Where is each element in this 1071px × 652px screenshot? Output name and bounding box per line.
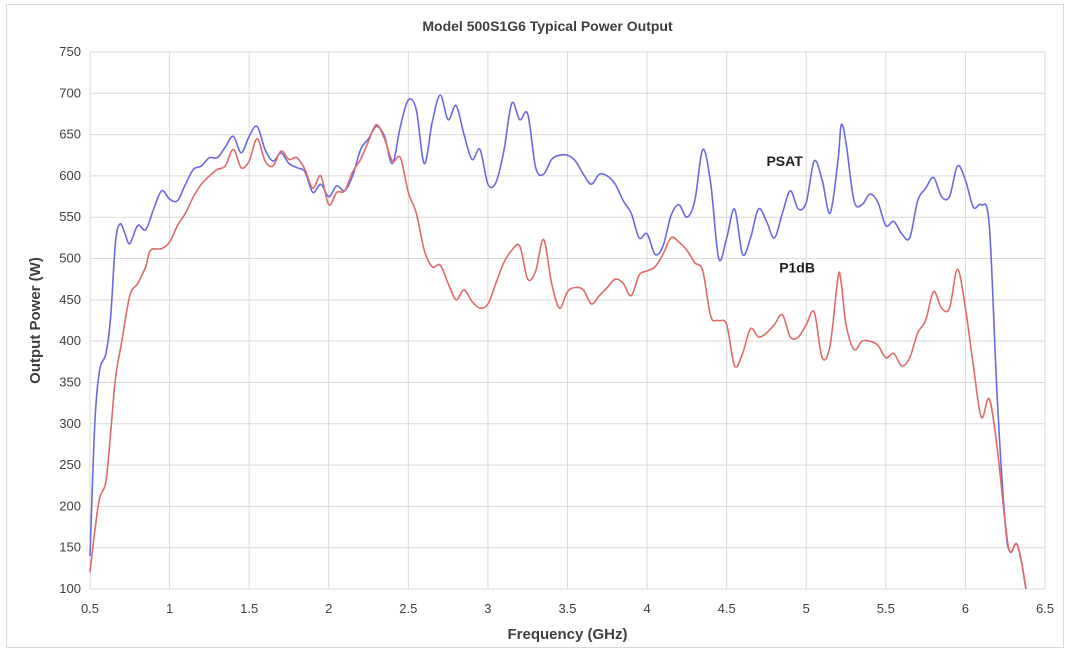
x-tick-label: 0.5 <box>81 601 99 616</box>
x-tick-label: 6 <box>962 601 969 616</box>
y-tick-label: 350 <box>59 374 81 389</box>
x-tick-label: 3.5 <box>558 601 576 616</box>
series-line-p1db <box>89 123 1027 590</box>
y-tick-label: 450 <box>59 292 81 307</box>
x-tick-label: 6.5 <box>1036 601 1054 616</box>
chart-frame: 100 150 200 250 300 350 400 450 500 550 600 650 700 7… <box>6 4 1064 648</box>
y-tick-label: 600 <box>59 168 81 183</box>
y-tick-label: 700 <box>59 85 81 100</box>
series-label-psat: PSAT <box>766 153 803 169</box>
y-tick-label: 500 <box>59 251 81 266</box>
x-tick-label: 5 <box>803 601 810 616</box>
x-tick-label: 1.5 <box>240 601 258 616</box>
axis-ticks: 100 150 200 250 300 350 400 450 500 550 600 650 700 7… <box>59 44 1054 616</box>
x-tick-label: 5.5 <box>877 601 895 616</box>
y-axis-title: Output Power (W) <box>27 257 44 384</box>
x-tick-label: 2.5 <box>399 601 417 616</box>
x-tick-label: 1 <box>166 601 173 616</box>
x-tick-label: 4.5 <box>718 601 736 616</box>
x-tick-label: 2 <box>325 601 332 616</box>
y-tick-label: 650 <box>59 127 81 142</box>
series-annotations: PSAT P1dB <box>766 153 815 276</box>
series-label-p1db: P1dB <box>779 260 815 276</box>
y-tick-label: 100 <box>59 581 81 596</box>
x-tick-label: 4 <box>643 601 650 616</box>
x-axis-title: Frequency (GHz) <box>507 626 627 643</box>
y-tick-label: 200 <box>59 498 81 513</box>
y-tick-label: 400 <box>59 333 81 348</box>
y-tick-label: 550 <box>59 209 81 224</box>
series-lines <box>89 94 1027 590</box>
chart-title: Model 500S1G6 Typical Power Output <box>422 18 673 34</box>
grid-lines <box>89 51 1046 590</box>
y-tick-label: 750 <box>59 44 81 59</box>
x-tick-label: 3 <box>484 601 491 616</box>
series-line-psat <box>89 94 1027 590</box>
power-output-chart: 100 150 200 250 300 350 400 450 500 550 600 650 700 7… <box>27 18 1054 643</box>
y-tick-label: 300 <box>59 416 81 431</box>
y-tick-label: 150 <box>59 540 81 555</box>
y-tick-label: 250 <box>59 457 81 472</box>
